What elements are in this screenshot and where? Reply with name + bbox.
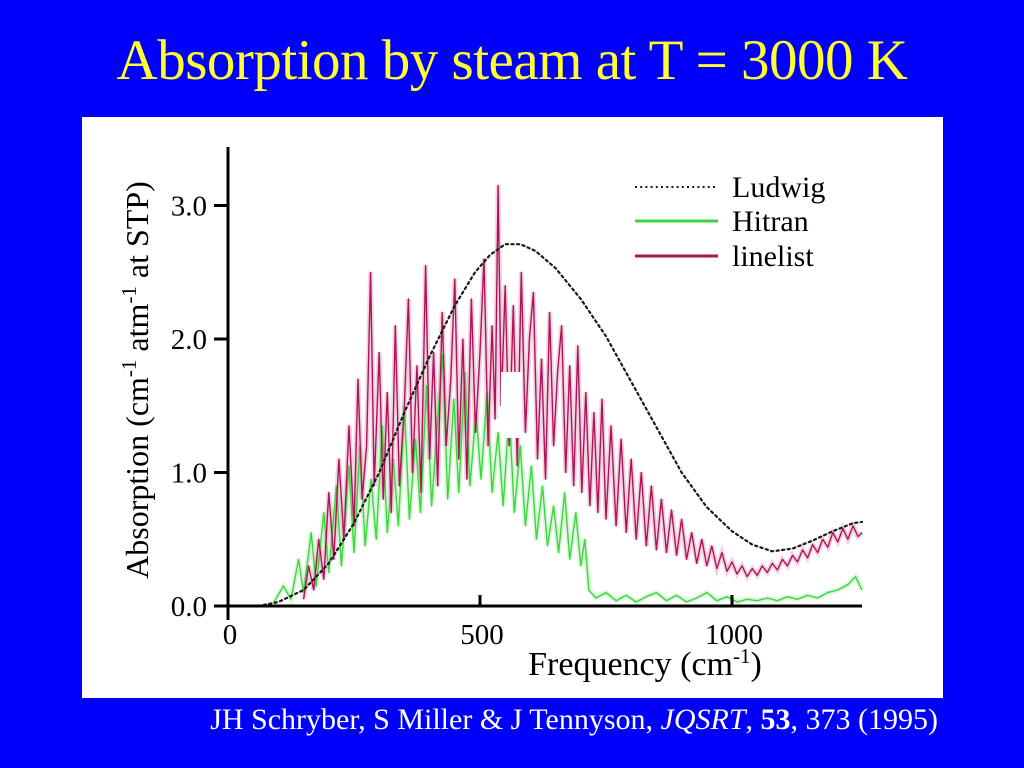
citation: JH Schryber, S Miller & J Tennyson, JQSR… bbox=[210, 703, 938, 737]
citation-part: JQSRT bbox=[660, 703, 746, 736]
y-tick-label: 2.0 bbox=[171, 324, 207, 356]
x-tick-label: 1000 bbox=[705, 619, 763, 651]
white-artifact-patch bbox=[501, 372, 522, 438]
series-line-hitran bbox=[272, 354, 863, 604]
citation-part: JH Schryber, S Miller & J Tennyson, bbox=[210, 703, 661, 736]
series-line-ludwig bbox=[257, 243, 864, 608]
y-axis-label: Absorption (cm-1 atm-1 at STP) bbox=[117, 181, 155, 579]
legend-label-ludwig: Ludwig bbox=[732, 171, 825, 204]
x-tick-label: 0 bbox=[223, 619, 238, 651]
citation-part: 53 bbox=[760, 703, 791, 736]
x-axis-label: Frequency (cm-1) bbox=[528, 644, 762, 683]
series-line-linelist bbox=[302, 184, 863, 600]
citation-part: , bbox=[745, 703, 761, 736]
x-tick-label: 500 bbox=[460, 619, 504, 651]
slide-title: Absorption by steam at T = 3000 K bbox=[116, 29, 908, 92]
citation-part: , 373 (1995) bbox=[790, 703, 938, 736]
y-tick-label: 1.0 bbox=[171, 458, 207, 490]
legend-label-hitran: Hitran bbox=[732, 205, 809, 238]
chart-panel: 0.0 1.0 2.0 3.0 0 500 1000 Frequency (cm-1) Abso… bbox=[82, 117, 943, 698]
y-tick-label: 0.0 bbox=[171, 591, 207, 623]
y-tick-label: 3.0 bbox=[171, 191, 207, 223]
legend-label-linelist: linelist bbox=[732, 240, 814, 273]
